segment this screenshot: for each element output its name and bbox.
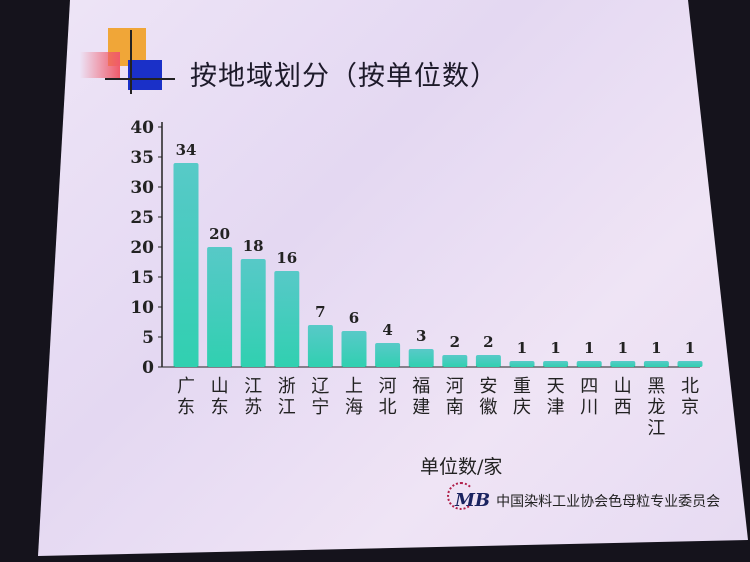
x-tick-label: 黑 — [647, 376, 665, 397]
bar-重庆 — [509, 361, 535, 367]
x-tick-label: 北 — [681, 376, 699, 397]
logo-red-square — [80, 52, 120, 78]
bar-山东 — [207, 247, 233, 367]
data-label: 6 — [349, 309, 359, 327]
x-tick-label: 津 — [547, 397, 565, 418]
y-tick-label: 10 — [130, 298, 154, 318]
x-tick-label: 龙 — [647, 397, 665, 418]
x-tick-label: 江 — [647, 418, 665, 439]
x-tick-label: 江 — [278, 397, 296, 418]
x-tick-label: 徽 — [479, 397, 497, 418]
bar-天津 — [543, 361, 569, 367]
y-tick-label: 40 — [130, 118, 154, 138]
x-tick-label: 辽 — [311, 376, 329, 397]
data-label: 20 — [209, 225, 230, 243]
x-tick-label: 广 — [177, 376, 195, 397]
bar-河南 — [442, 355, 468, 367]
y-tick-label: 15 — [130, 268, 154, 288]
data-label: 1 — [584, 339, 594, 357]
x-tick-label: 山 — [614, 376, 632, 397]
org-name: 中国染料工业协会色母粒专业委员会 — [496, 493, 721, 510]
x-tick-label: 重 — [513, 376, 531, 397]
x-tick-label: 海 — [345, 397, 363, 418]
x-tick-label: 福 — [412, 376, 430, 397]
data-label: 16 — [276, 249, 297, 267]
bar-安徽 — [475, 355, 501, 367]
data-label: 2 — [483, 333, 493, 351]
logo-blue-square — [128, 60, 162, 90]
y-tick-label: 35 — [130, 148, 154, 168]
bar-山西 — [610, 361, 636, 367]
x-tick-label: 四 — [580, 376, 598, 397]
data-label: 1 — [550, 339, 560, 357]
slide-title: 按地域划分（按单位数） — [190, 61, 498, 92]
x-tick-label: 西 — [614, 397, 632, 418]
x-tick-label: 东 — [211, 397, 229, 418]
y-tick-label: 30 — [130, 178, 154, 198]
data-label: 1 — [651, 339, 661, 357]
bar-辽宁 — [307, 325, 333, 367]
x-tick-label: 天 — [547, 376, 565, 397]
x-tick-label: 东 — [177, 397, 195, 418]
bar-江苏 — [240, 259, 266, 367]
x-tick-label: 浙 — [278, 376, 296, 397]
logo-line-h — [105, 78, 175, 80]
bar-北京 — [677, 361, 703, 367]
data-label: 3 — [416, 327, 426, 345]
x-tick-label: 川 — [580, 397, 598, 418]
logo-line-v — [130, 30, 132, 94]
x-tick-label: 安 — [479, 376, 497, 397]
org-logo: MB — [447, 482, 490, 511]
x-tick-label: 河 — [446, 376, 464, 397]
data-label: 2 — [450, 333, 460, 351]
bar-上海 — [341, 331, 367, 367]
x-tick-label: 河 — [379, 376, 397, 397]
x-tick-label: 上 — [345, 376, 363, 397]
bar-浙江 — [274, 271, 300, 367]
data-label: 18 — [243, 237, 264, 255]
bar-广东 — [173, 163, 199, 367]
bar-黑龙江 — [643, 361, 669, 367]
x-tick-label: 北 — [379, 397, 397, 418]
x-tick-label: 京 — [681, 397, 699, 418]
bar-福建 — [408, 349, 434, 367]
x-axis-label: 单位数/家 — [420, 456, 503, 478]
bar-河北 — [375, 343, 401, 367]
data-label: 1 — [517, 339, 527, 357]
x-tick-label: 庆 — [513, 397, 531, 418]
x-tick-label: 南 — [446, 397, 464, 418]
data-label: 7 — [315, 303, 325, 321]
y-tick-label: 20 — [130, 238, 154, 258]
y-tick-label: 5 — [142, 328, 154, 348]
x-tick-label: 宁 — [311, 397, 329, 418]
x-tick-label: 建 — [412, 397, 430, 418]
data-label: 34 — [176, 141, 197, 159]
data-label: 1 — [618, 339, 628, 357]
bar-四川 — [576, 361, 602, 367]
y-tick-label: 25 — [130, 208, 154, 228]
footer: MB 中国染料工业协会色母粒专业委员会 — [447, 482, 721, 511]
x-tick-label: 江 — [244, 376, 262, 397]
x-tick-label: 山 — [211, 376, 229, 397]
x-tick-label: 苏 — [244, 397, 262, 418]
data-label: 4 — [382, 321, 392, 339]
y-tick-label: 0 — [142, 358, 154, 378]
data-label: 1 — [685, 339, 695, 357]
